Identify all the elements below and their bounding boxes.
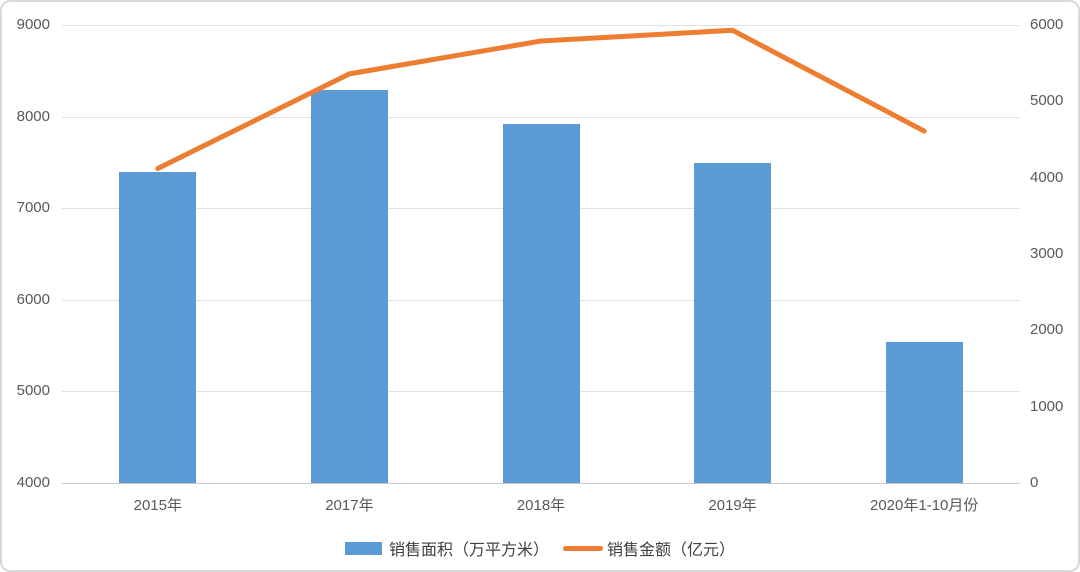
right-axis-tick-label: 2000: [1030, 321, 1064, 339]
left-axis-tick-label: 4000: [16, 474, 50, 491]
category-label: 2018年: [516, 497, 566, 514]
bar-2015年: [119, 171, 197, 483]
category-label: 2015年: [133, 497, 182, 514]
bar-2017年: [310, 90, 388, 483]
right-axis-tick-label: 4000: [1030, 168, 1064, 186]
plot-area: [62, 25, 1020, 484]
left-axis-tick-label: 8000: [16, 107, 50, 125]
gridline: [62, 25, 1020, 26]
category-label: 2020年1-10月份: [869, 497, 979, 514]
line-path: [155, 27, 927, 171]
line-series-legend-label: 销售金额（亿元）: [607, 542, 736, 559]
right-axis-tick-label: 6000: [1030, 16, 1064, 33]
bar-series-legend-label: 销售面积（万平方米）: [388, 542, 549, 559]
bar-2020年1-10月份: [885, 341, 963, 483]
bar-series-legend-swatch: [344, 541, 382, 555]
bar-2019年: [694, 163, 772, 483]
legend: 销售面积（万平方米） 销售金额（亿元）: [2, 536, 1078, 560]
gridline: [62, 116, 1020, 118]
left-axis-tick-label: 6000: [16, 290, 50, 308]
line-series: [155, 27, 927, 171]
right-axis-tick-label: 0: [1030, 474, 1039, 491]
left-axis-tick-label: 5000: [16, 382, 50, 400]
gridline: [62, 483, 1020, 484]
line-series-legend-swatch: [563, 545, 603, 551]
right-axis-tick-label: 3000: [1030, 245, 1064, 262]
bar-2018年: [502, 123, 580, 483]
left-axis-tick-label: 9000: [16, 16, 50, 33]
category-label: 2017年: [325, 497, 374, 514]
right-axis-tick-label: 5000: [1030, 92, 1064, 110]
right-axis-tick-label: 1000: [1030, 397, 1064, 415]
category-label: 2019年: [708, 497, 757, 514]
left-axis-tick-label: 7000: [16, 199, 50, 217]
